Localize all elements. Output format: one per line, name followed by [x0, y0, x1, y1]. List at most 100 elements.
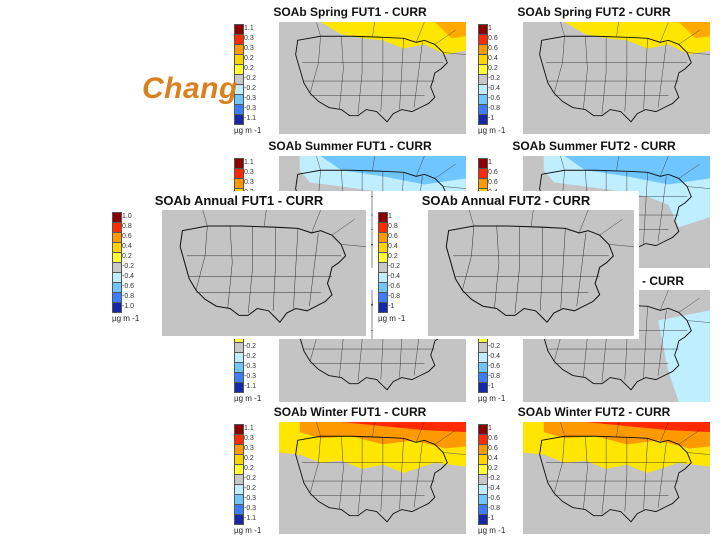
colorbar-label: 1.1 — [244, 425, 254, 432]
colorbar-label: -0.3 — [244, 495, 257, 502]
us-outline — [445, 225, 615, 324]
colorbar-label: 1.1 — [244, 159, 254, 166]
canada-borders — [560, 22, 710, 55]
colorbar-label: -0.8 — [388, 293, 401, 300]
colorbar-label: 0.3 — [244, 169, 254, 176]
colorbar-label: 1 — [488, 25, 492, 32]
colorbar-label: 0.2 — [244, 65, 254, 72]
colorbar-swatch — [478, 514, 488, 525]
colorbar-label: 1 — [488, 425, 492, 432]
light-blue-region — [658, 310, 710, 402]
colorbar-label: -0.4 — [388, 273, 401, 280]
map-background — [428, 210, 634, 336]
canada-borders — [316, 156, 466, 189]
orange-region — [678, 22, 710, 39]
panel-title: SOAb Summer FUT2 - CURR — [512, 139, 676, 153]
colorbar-label: -0.2 — [244, 85, 257, 92]
colorbar-label: -0.8 — [488, 505, 501, 512]
canada-borders — [316, 22, 466, 55]
panel-title: SOAb Winter FUT1 - CURR — [273, 405, 427, 419]
us-outline — [295, 435, 448, 523]
colorbar-label: 0.6 — [488, 169, 498, 176]
us-outline — [179, 225, 347, 324]
colorbar-swatch — [234, 514, 244, 525]
colorbar-label: 1 — [388, 213, 392, 220]
colorbar-label: -0.6 — [388, 283, 401, 290]
canada-borders — [468, 210, 634, 247]
colorbar-label: 0.6 — [488, 45, 498, 52]
colorbar-label: -0.2 — [244, 75, 257, 82]
colorbar-label: 0.4 — [388, 243, 398, 250]
colorbar-label: -0.8 — [488, 373, 501, 380]
panel-title: SOAb Summer FUT1 - CURR — [268, 139, 432, 153]
colorbar-label: 0.6 — [122, 233, 132, 240]
colorbar-label: -1.1 — [244, 515, 257, 522]
colorbar-unit: µg m -1 — [234, 126, 262, 135]
colorbar-label: -0.2 — [388, 263, 401, 270]
map-annual-fut2 — [428, 210, 634, 336]
colorbar-label: -1 — [488, 383, 495, 390]
colorbar-label: -0.2 — [244, 353, 257, 360]
colorbar-label: 0.4 — [488, 455, 498, 462]
state-borders — [545, 436, 688, 514]
canada-borders — [560, 156, 710, 189]
map-spring-fut1 — [279, 22, 466, 134]
blue-region — [564, 156, 710, 185]
colorbar-label: -1.1 — [244, 383, 257, 390]
canada-borders — [560, 422, 710, 455]
colorbar-label: 0.8 — [122, 223, 132, 230]
colorbar-swatch — [234, 382, 244, 393]
map-background — [162, 210, 366, 336]
red-region — [585, 422, 710, 433]
blue-region — [320, 156, 466, 185]
panel-title: SOAb Spring FUT2 - CURR — [517, 5, 671, 19]
colorbar-label: -0.2 — [244, 485, 257, 492]
colorbar-label: 1.1 — [244, 25, 254, 32]
yellow-region — [564, 22, 710, 55]
colorbar-label: -0.2 — [488, 343, 501, 350]
colorbar-unit: µg m -1 — [478, 126, 506, 135]
map-winter-fut1 — [279, 422, 466, 534]
colorbar-label: -0.2 — [488, 75, 501, 82]
colorbar-label: 0.6 — [488, 445, 498, 452]
panel-title: SOAb Winter FUT2 - CURR — [517, 405, 671, 419]
colorbar-label: -0.3 — [244, 505, 257, 512]
colorbar-swatch — [478, 382, 488, 393]
colorbar-label: 0.2 — [488, 65, 498, 72]
colorbar-label: -0.6 — [122, 283, 135, 290]
state-borders — [301, 436, 444, 514]
colorbar-label: 0.6 — [488, 435, 498, 442]
colorbar-label: -0.3 — [244, 373, 257, 380]
colorbar-label: 0.4 — [122, 243, 132, 250]
us-outline — [539, 303, 692, 391]
canada-borders — [202, 210, 366, 247]
colorbar-label: -0.6 — [488, 95, 501, 102]
fall-fut2-title-fragment: - CURR — [642, 274, 684, 288]
orange-region — [434, 22, 466, 39]
colorbar-annual-fut2: 1 0.8 0.6 0.4 0.2 -0.2 -0.4 -0.6 -0.8 -1 µg m -1 — [378, 212, 418, 338]
state-borders — [186, 226, 342, 314]
colorbar-label: -0.3 — [244, 95, 257, 102]
state-borders — [545, 36, 688, 114]
colorbar-label: 0.6 — [488, 179, 498, 186]
yellow-region — [320, 22, 466, 55]
colorbar-label: -0.2 — [244, 343, 257, 350]
colorbar-label: 0.6 — [488, 35, 498, 42]
map-annual-fut1 — [162, 210, 366, 336]
us-outline — [539, 35, 692, 123]
colorbar-swatch — [112, 302, 122, 313]
colorbar-swatch — [378, 302, 388, 313]
red-region — [341, 422, 466, 433]
colorbar-label: 0.3 — [244, 35, 254, 42]
colorbar-label: -0.2 — [488, 475, 501, 482]
colorbar-label: -0.2 — [244, 475, 257, 482]
panel-title: SOAb Annual FUT1 - CURR — [154, 193, 324, 208]
colorbar-spring-fut1: 1.1 0.3 0.3 0.2 0.2 -0.2 -0.2 -0.3 -0.3 -1.1 µg m … — [234, 24, 274, 136]
colorbar-unit: µg m -1 — [234, 526, 262, 535]
colorbar-label: -1 — [488, 115, 495, 122]
colorbar-label: 0.2 — [244, 465, 254, 472]
colorbar-unit: µg m -1 — [234, 394, 262, 403]
map-winter-fut2 — [523, 422, 710, 534]
colorbar-label: -0.6 — [488, 363, 501, 370]
colorbar-label: -0.4 — [488, 85, 501, 92]
